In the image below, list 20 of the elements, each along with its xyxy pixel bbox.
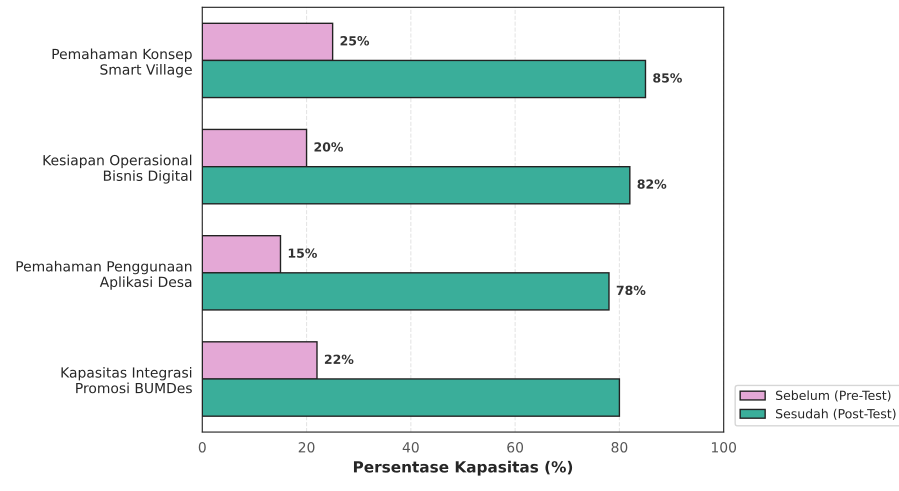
y-tick-label: Pemahaman Penggunaan Aplikasi Desa xyxy=(16,260,192,290)
x-axis-title: Persentase Kapasitas (%) xyxy=(354,460,572,476)
x-tick-label: 20 xyxy=(298,442,314,453)
data-label: 78% xyxy=(616,286,646,296)
x-tick-label: 40 xyxy=(402,442,419,453)
legend-label: Sesudah (Post-Test) xyxy=(776,408,896,420)
y-tick-label: Kesiapan Operasional Bisnis Digital xyxy=(44,154,192,184)
data-label: 22% xyxy=(324,354,354,364)
data-label: 85% xyxy=(653,73,682,83)
x-tick-label: 60 xyxy=(507,442,524,453)
y-tick-label: Kapasitas Integrasi Promosi BUMDes xyxy=(61,366,192,394)
data-label: 82% xyxy=(638,179,666,189)
data-label: 15% xyxy=(288,248,317,258)
data-label: 25% xyxy=(340,36,370,46)
y-tick-label: Pemahaman Konsep Smart Village xyxy=(52,48,192,78)
legend-label: Sebelum (Pre-Test) xyxy=(776,390,890,402)
x-tick-label: 0 xyxy=(198,442,206,453)
x-tick-label: 80 xyxy=(612,442,628,453)
data-label: 20% xyxy=(314,142,344,152)
x-tick-label: 100 xyxy=(712,442,736,453)
